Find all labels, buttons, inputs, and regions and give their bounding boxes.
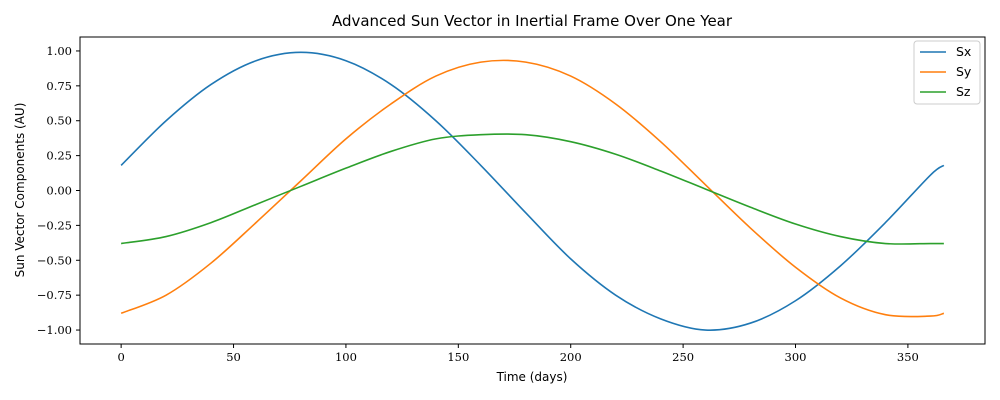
y-tick-label: −0.25 (37, 218, 72, 232)
series-line-sy (120, 59, 945, 318)
y-tick-label: −0.50 (37, 253, 72, 267)
x-tick-label: 300 (785, 350, 807, 364)
x-tick-label: 150 (447, 350, 469, 364)
legend-label-sy: Sy (956, 64, 972, 79)
legend: Sx Sy Sz (913, 40, 981, 105)
x-tick-label: 250 (672, 350, 694, 364)
x-tick-label: 100 (335, 350, 357, 364)
y-tick-label: −1.00 (37, 323, 72, 337)
y-tick-label: 1.00 (46, 44, 72, 58)
y-tick-label: 0.25 (46, 149, 72, 163)
series-line-sz (121, 133, 944, 245)
y-tick-label: 0.00 (46, 184, 72, 198)
x-tick-label: 200 (560, 350, 582, 364)
y-tick-label: 0.75 (46, 79, 72, 93)
plot-frame (79, 36, 986, 345)
legend-box (913, 40, 981, 105)
y-axis-label: Sun Vector Components (AU) (13, 103, 27, 278)
y-tick-label: 0.50 (46, 114, 72, 128)
x-axis: 0 50 100 150 200 250 300 350 (117, 344, 919, 364)
legend-label-sx: Sx (956, 44, 971, 59)
chart-title: Advanced Sun Vector in Inertial Frame Ov… (332, 12, 733, 30)
y-axis: 1.00 0.75 0.50 0.25 0.00 −0.25 −0.50 −0.75 −1.00 (37, 44, 80, 337)
x-tick-label: 0 (117, 350, 124, 364)
x-tick-label: 350 (897, 350, 919, 364)
series-line-sx (120, 51, 945, 331)
plot-area (120, 51, 945, 331)
x-axis-label: Time (days) (496, 370, 568, 384)
x-tick-label: 50 (226, 350, 241, 364)
y-tick-label: −0.75 (37, 288, 72, 302)
legend-label-sz: Sz (956, 84, 971, 99)
